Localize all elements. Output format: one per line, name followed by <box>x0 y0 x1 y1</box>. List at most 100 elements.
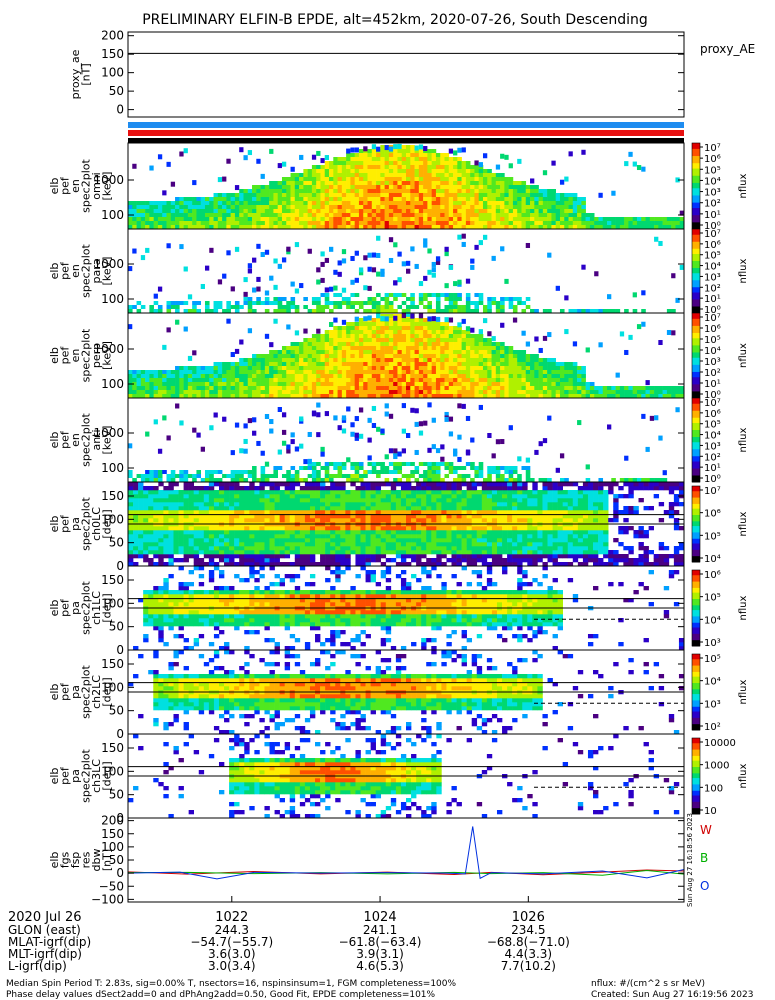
pa-cell <box>203 502 210 507</box>
spectro-speck <box>500 153 505 159</box>
spectro-cell <box>324 213 330 217</box>
spectro-cell <box>487 305 492 309</box>
spectro-cell <box>393 394 398 398</box>
spectro-cell <box>337 386 343 390</box>
spectro-cell <box>500 193 505 197</box>
spectro-cell <box>281 213 287 217</box>
spectro-cell <box>500 358 505 362</box>
pa-cell <box>289 518 296 523</box>
spectro-cell <box>303 370 308 374</box>
spectro-cell <box>209 213 214 217</box>
spectro-cell <box>290 466 296 470</box>
colorbar-cell <box>692 155 700 158</box>
spectro-cell <box>423 181 428 185</box>
spectro-cell <box>448 169 454 173</box>
spectro-cell <box>517 474 522 478</box>
spectro-cell <box>423 394 428 398</box>
pa-cell <box>279 502 285 507</box>
spectro-cell <box>307 394 313 398</box>
spectro-cell <box>435 342 441 346</box>
spectro-cell <box>654 386 659 390</box>
spectro-speck <box>401 313 406 319</box>
colorbar-cell <box>692 177 700 180</box>
spectro-cell <box>367 374 373 378</box>
spectro-cell <box>448 161 454 165</box>
pa-cell <box>143 550 149 555</box>
pa-cell <box>143 502 149 507</box>
pa-cell <box>153 514 159 519</box>
spectro-cell <box>230 474 236 478</box>
spectro-cell <box>423 378 428 382</box>
pa-cell <box>239 550 245 555</box>
spectro-cell <box>572 394 578 398</box>
spectro-cell <box>482 362 488 366</box>
spectro-cell <box>380 157 385 161</box>
spectro-cell <box>414 153 420 157</box>
spectro-cell <box>457 157 462 161</box>
spectro-cell <box>376 165 381 169</box>
spectro-cell <box>239 470 244 474</box>
spectro-speck <box>132 163 137 169</box>
spectro-cell <box>414 478 420 482</box>
spectro-cell <box>388 394 394 398</box>
spectro-cell <box>555 370 561 374</box>
spectro-cell <box>530 394 535 398</box>
spectro-speck <box>371 144 377 150</box>
spectro-cell <box>269 189 274 193</box>
spectro-cell <box>431 197 437 201</box>
spectro-cell <box>457 474 462 478</box>
spectro-cell <box>448 366 454 370</box>
spectro-cell <box>341 326 347 330</box>
spectro-cell <box>461 181 467 185</box>
pa-cell <box>158 542 164 547</box>
spectro-cell <box>508 177 514 181</box>
spectro-cell <box>414 157 420 161</box>
spectro-cell <box>277 205 283 209</box>
spectro-cell <box>444 205 450 209</box>
spectro-cell <box>179 225 184 229</box>
spectro-speck <box>367 252 372 258</box>
pa-cell <box>193 506 200 511</box>
pa-cell <box>274 534 280 539</box>
spectro-speck <box>388 146 394 152</box>
spectro-cell <box>273 193 278 197</box>
spectro-cell <box>414 209 420 213</box>
spectro-cell <box>538 394 544 398</box>
colorbar-cell <box>692 182 700 185</box>
spectro-speck <box>324 257 330 263</box>
spectro-cell <box>431 366 437 370</box>
colorbar-tick-label: 10⁵ <box>704 165 721 176</box>
spectro-speck <box>564 176 569 182</box>
spectro-cell <box>440 370 445 374</box>
spectro-cell <box>453 326 458 330</box>
spectro-cell <box>474 213 480 217</box>
spectro-speck <box>230 352 235 358</box>
spectro-cell <box>213 201 219 205</box>
spectro-cell <box>572 217 578 221</box>
spectro-speck <box>260 173 265 179</box>
pa-cell <box>133 538 139 543</box>
spectro-cell <box>277 309 283 313</box>
spectro-cell <box>448 209 454 213</box>
spectro-cell <box>431 338 437 342</box>
spectro-cell <box>628 390 633 394</box>
spectro-cell <box>457 478 462 482</box>
pa-cell <box>198 514 205 519</box>
spectro-cell <box>577 209 582 213</box>
spectro-cell <box>337 326 343 330</box>
spectro-cell <box>534 193 539 197</box>
spectro-cell <box>504 193 509 197</box>
spectro-cell <box>299 366 304 370</box>
spectro-cell <box>371 394 377 398</box>
colorbar-cell <box>692 269 700 272</box>
spectro-cell <box>435 474 441 478</box>
spectro-cell <box>337 390 343 394</box>
spectro-cell <box>589 213 595 217</box>
spectro-cell <box>166 386 172 390</box>
colorbar-cell <box>692 285 700 288</box>
spectro-cell <box>243 205 249 209</box>
spectro-cell <box>388 209 394 213</box>
spectro-cell <box>461 221 467 225</box>
spectro-cell <box>316 169 321 173</box>
spectro-cell <box>252 185 257 189</box>
